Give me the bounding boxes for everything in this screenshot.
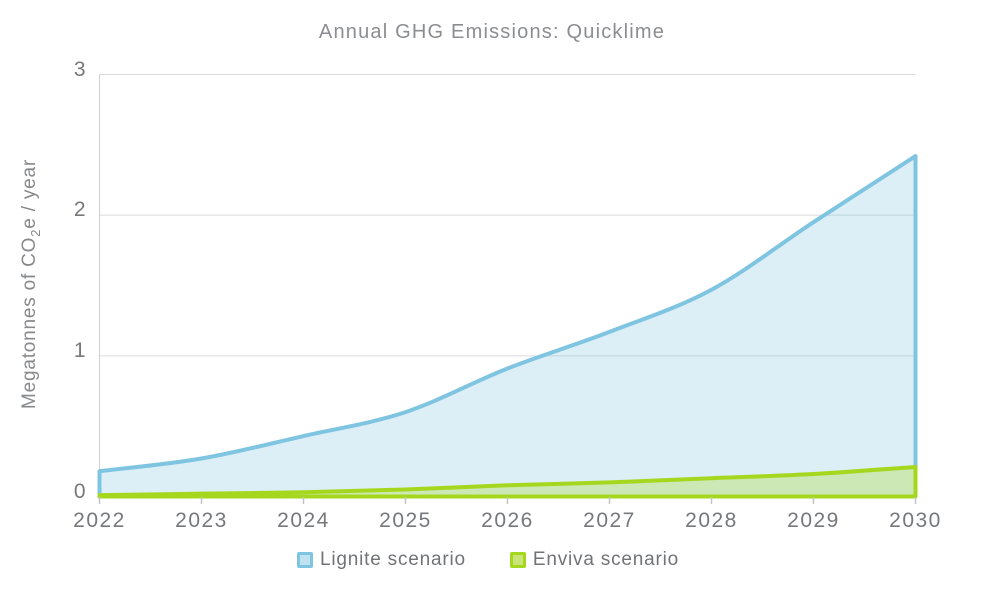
legend-label: Enviva scenario: [532, 549, 679, 570]
legend-label: Lignite scenario: [319, 549, 466, 570]
legend-item-enviva[interactable]: Enviva scenario: [509, 549, 679, 571]
legend-marker-icon: [509, 552, 526, 568]
lignite-area: [97, 154, 918, 499]
chart-title: Annual GHG Emissions: Quicklime: [318, 21, 666, 43]
enviva-area: [97, 464, 918, 499]
legend: Lignite scenario Enviva scenario: [0, 549, 988, 571]
legend-marker-icon: [296, 552, 313, 568]
legend-item-lignite[interactable]: Lignite scenario: [296, 549, 466, 571]
